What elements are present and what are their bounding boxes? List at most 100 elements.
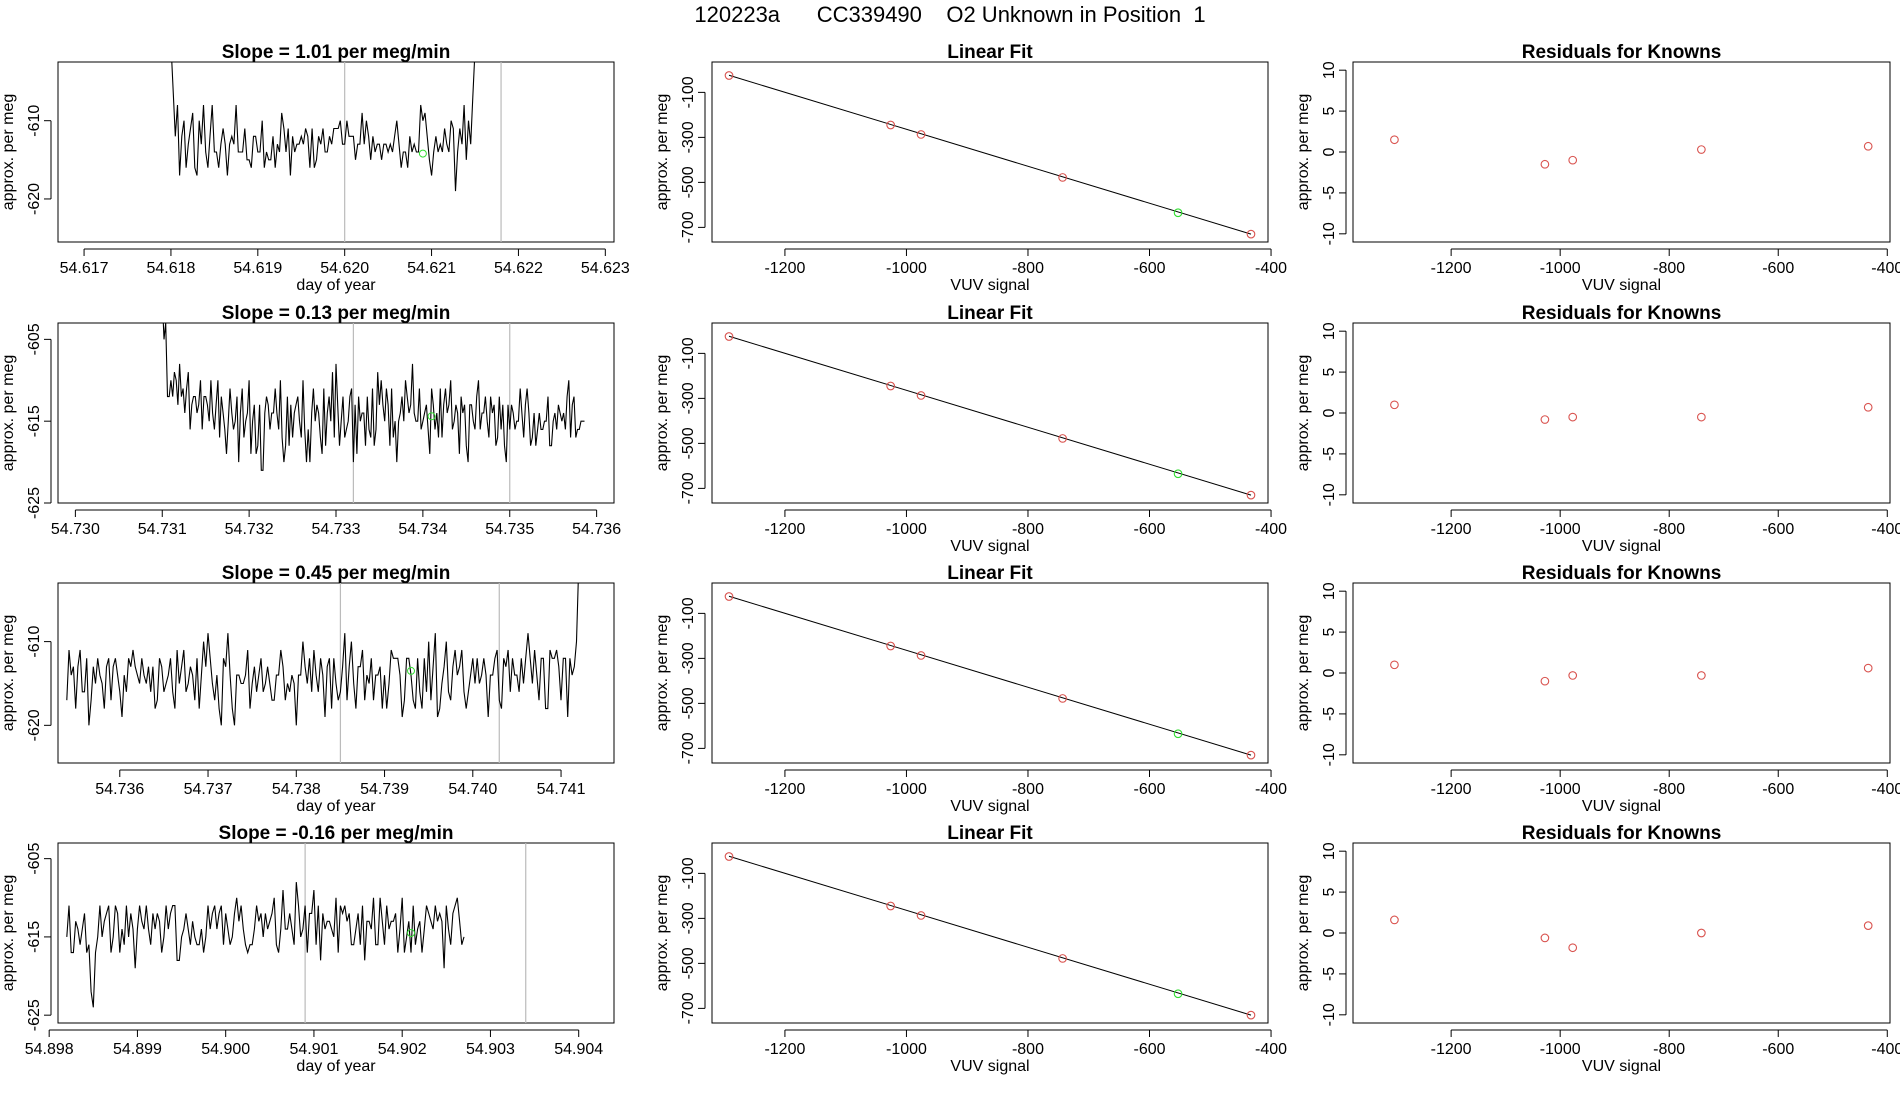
x-tick-label: 54.622 <box>494 260 543 277</box>
series-line <box>162 323 585 471</box>
plot-title: Linear Fit <box>947 42 1033 63</box>
y-tick-label: -605 <box>26 843 43 875</box>
plot-title: Slope = -0.16 per meg/min <box>219 823 454 844</box>
x-tick-label: -800 <box>1653 260 1685 277</box>
known-point <box>1246 490 1256 500</box>
y-tick-label: 5 <box>1321 368 1338 377</box>
x-tick-label: -800 <box>1012 1041 1044 1058</box>
x-axis-label: VUV signal <box>950 798 1029 815</box>
series-line <box>66 583 579 726</box>
unknown-point <box>1173 469 1183 479</box>
plot-title: Slope = 1.01 per meg/min <box>222 42 451 63</box>
y-tick-label: 0 <box>1321 408 1338 417</box>
plot-title: Slope = 0.13 per meg/min <box>222 303 451 324</box>
known-point <box>1540 676 1550 686</box>
unknown-point <box>1173 208 1183 218</box>
known-point <box>916 651 926 660</box>
x-axis-label: VUV signal <box>1582 798 1661 815</box>
plot-frame <box>1352 842 1891 1024</box>
known-point <box>1390 135 1399 145</box>
x-tick-label: -800 <box>1012 781 1044 798</box>
known-point <box>724 71 734 80</box>
y-tick-label: 0 <box>1321 668 1338 677</box>
y-tick-label: -620 <box>26 183 43 215</box>
x-tick-label: 54.898 <box>25 1041 74 1058</box>
x-tick-label: 54.623 <box>581 260 630 277</box>
plot-timeseries-1: Slope = 0.13 per meg/min 54.730 54.731 54.7… <box>0 303 621 538</box>
y-tick-label: -610 <box>26 625 43 657</box>
y-tick-label: -100 <box>680 76 697 108</box>
known-point <box>1697 671 1706 680</box>
plot-area <box>171 62 502 242</box>
x-tick-label: -800 <box>1653 1041 1685 1058</box>
x-tick-label: 54.741 <box>537 781 586 798</box>
plot-area <box>724 592 1256 760</box>
known-point <box>1246 750 1256 760</box>
x-tick-label: 54.736 <box>572 521 621 538</box>
unknown-point <box>418 149 427 158</box>
x-tick-label: -1000 <box>886 1041 927 1058</box>
y-tick-label: -5 <box>1321 707 1338 721</box>
known-point <box>1246 1010 1256 1020</box>
known-point <box>1697 412 1706 422</box>
known-point <box>886 381 895 391</box>
unknown-point <box>407 929 416 937</box>
x-tick-label: -1000 <box>886 521 927 538</box>
y-tick-label: -100 <box>680 857 697 889</box>
y-tick-label: -500 <box>680 427 697 459</box>
plot-residuals-2: Residuals for Knowns -1200 -1000 -800 -600 -4… <box>1295 563 1900 815</box>
x-tick-label: -400 <box>1255 521 1287 538</box>
y-tick-label: 5 <box>1321 628 1338 637</box>
known-point <box>1058 173 1067 182</box>
plot-timeseries-2: Slope = 0.45 per meg/min 54.736 54.737 54.7… <box>0 563 615 815</box>
plot-residuals-0: Residuals for Knowns -1200 -1000 -800 -600 -4… <box>1295 42 1900 294</box>
plot-title: Residuals for Knowns <box>1522 563 1722 584</box>
x-tick-label: -1000 <box>886 260 927 277</box>
x-axis-label: VUV signal <box>950 538 1029 555</box>
y-tick-label: -5 <box>1321 967 1338 981</box>
known-point <box>1863 402 1873 412</box>
y-tick-label: -300 <box>680 382 697 414</box>
known-point <box>1863 921 1873 930</box>
x-tick-label: 54.738 <box>272 781 321 798</box>
plot-area <box>724 332 1256 500</box>
x-tick-label: 54.737 <box>184 781 233 798</box>
unknown-point <box>1173 729 1183 739</box>
plot-frame <box>57 322 615 504</box>
known-point <box>1058 434 1067 443</box>
known-point <box>886 901 895 911</box>
x-tick-label: -1200 <box>764 260 805 277</box>
unknown-point <box>407 666 416 675</box>
plot-frame <box>57 61 615 243</box>
x-tick-label: 54.903 <box>466 1041 515 1058</box>
y-tick-label: -100 <box>680 597 697 629</box>
x-tick-label: 54.730 <box>51 521 100 538</box>
plot-title: Residuals for Knowns <box>1522 823 1722 844</box>
y-tick-label: -500 <box>680 687 697 719</box>
plot-frame <box>57 842 615 1024</box>
x-tick-label: -1200 <box>1431 781 1472 798</box>
x-tick-label: -600 <box>1133 260 1165 277</box>
plot-area <box>1390 400 1873 424</box>
x-tick-label: -600 <box>1133 1041 1165 1058</box>
known-point <box>1568 412 1578 422</box>
x-tick-label: -600 <box>1762 260 1794 277</box>
y-axis-label: approx. per meg <box>1295 355 1312 472</box>
y-tick-label: -625 <box>26 487 43 519</box>
y-axis-label: approx. per meg <box>1295 875 1312 992</box>
y-tick-label: -700 <box>680 732 697 764</box>
plot-area <box>1390 135 1873 169</box>
plot-residuals-1: Residuals for Knowns -1200 -1000 -800 -600 -4… <box>1295 303 1900 555</box>
x-tick-label: 54.732 <box>225 521 274 538</box>
plot-area <box>1390 915 1873 953</box>
known-point <box>1697 928 1706 938</box>
plot-frame <box>711 61 1269 243</box>
series-line <box>171 62 476 192</box>
x-tick-label: -400 <box>1871 1041 1900 1058</box>
x-axis-label: day of year <box>296 1058 376 1075</box>
plot-area <box>66 583 579 763</box>
x-tick-label: -400 <box>1871 521 1900 538</box>
x-tick-label: -800 <box>1653 781 1685 798</box>
x-axis-label: VUV signal <box>1582 277 1661 294</box>
